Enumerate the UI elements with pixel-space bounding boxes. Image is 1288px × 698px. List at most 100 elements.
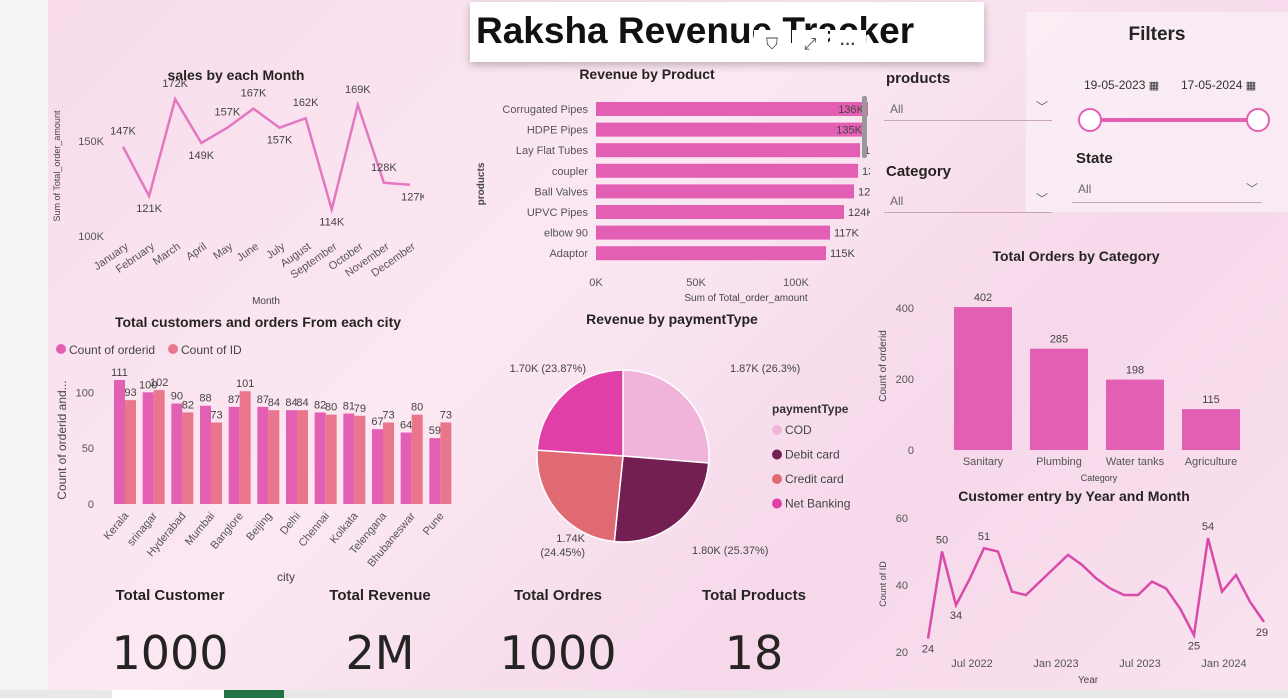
data-label: 88 (199, 393, 211, 405)
customer-entry-chart[interactable]: Customer entry by Year and Month 20 40 60 Co… (874, 484, 1288, 690)
category-value: All (890, 194, 904, 208)
payment-type-chart[interactable]: Revenue by paymentType 1.87K (26.3%) 1.80K… (468, 310, 874, 586)
data-label: 1.87K (26.3%) (730, 363, 800, 375)
kpi-total-customer-value: 1000 (111, 626, 229, 680)
city-customers-orders-chart[interactable]: Total customers and orders From each cit… (48, 310, 468, 586)
bar (239, 391, 251, 504)
date-start-field[interactable]: 19-05-2023 ▦ (1084, 78, 1159, 92)
data-label: 73 (382, 409, 394, 421)
data-label: 59 (429, 425, 441, 437)
orders-by-category-chart[interactable]: Total Orders by Category 0 200 400 Count of … (874, 238, 1288, 484)
bar (343, 413, 355, 504)
data-label: 90 (171, 391, 183, 403)
page-tab-active[interactable] (112, 690, 224, 698)
data-label: 172K (162, 78, 188, 90)
date-start-value: 19-05-2023 (1084, 78, 1146, 92)
data-label: 73 (210, 409, 222, 421)
date-slider-handle-start[interactable] (1078, 108, 1102, 132)
state-label: State (1076, 150, 1113, 167)
bar (440, 422, 452, 504)
bar (596, 225, 830, 240)
data-label: 51 (978, 531, 990, 543)
date-end-field[interactable]: 17-05-2024 ▦ (1181, 78, 1256, 92)
y-axis-title: products (476, 162, 487, 205)
data-label: 147K (110, 126, 136, 138)
data-label: 73 (440, 409, 452, 421)
chart-title: Customer entry by Year and Month (958, 488, 1190, 504)
bar (142, 392, 154, 504)
x-tick-label: May (211, 240, 235, 262)
bar (954, 307, 1012, 450)
data-label: 121K (136, 203, 162, 215)
filter-icon[interactable]: ⛉ (754, 30, 790, 60)
data-label: 1.70K (23.87%) (510, 363, 586, 375)
visual-toolbar: ⛉ ⤢ ··· (754, 30, 866, 60)
calendar-icon[interactable]: ▦ (1245, 80, 1257, 92)
y-tick-label: Adaptor (549, 248, 588, 260)
revenue-by-product-chart[interactable]: Revenue by Product Corrugated Pipes 136K HD… (424, 64, 870, 310)
bar (125, 400, 136, 504)
x-axis-title: Sum of Total_order_amount (684, 293, 807, 304)
state-value: All (1078, 182, 1092, 196)
bar (429, 438, 441, 504)
data-label: 100 (139, 379, 157, 391)
date-slider-handle-end[interactable] (1246, 108, 1270, 132)
data-label: 157K (267, 135, 293, 147)
legend-marker (772, 425, 782, 435)
y-axis-title: Sum of Total_order_amount (52, 110, 62, 221)
legend-marker (168, 344, 178, 354)
y-tick-label: 100 (76, 387, 94, 399)
dashboard-canvas: Raksha Revenue Tracker Filters 19-05-202… (48, 0, 1288, 690)
page-tab-strip (0, 690, 1288, 698)
page-tab-accent[interactable] (224, 690, 284, 698)
data-label: 101 (236, 378, 254, 390)
y-tick-label: 100K (78, 231, 104, 243)
legend-title: paymentType (772, 402, 849, 416)
bar (596, 246, 826, 261)
data-label: 285 (1050, 334, 1068, 346)
date-end-value: 17-05-2024 (1181, 78, 1243, 92)
y-tick-label: 50 (82, 443, 94, 455)
category-dropdown[interactable]: All ﹀ (884, 188, 1052, 213)
bar (383, 422, 394, 504)
bar (372, 429, 383, 504)
scrollbar-thumb (862, 96, 867, 158)
data-label: 93 (124, 387, 136, 399)
products-dropdown[interactable]: All ﹀ (884, 96, 1052, 121)
data-label: 80 (325, 402, 337, 414)
x-tick-label: Pune (421, 510, 447, 537)
chevron-down-icon[interactable]: ﹀ (1245, 182, 1258, 196)
data-label: 84 (285, 397, 297, 409)
data-label: 67 (371, 416, 383, 428)
chevron-down-icon[interactable]: ﹀ (1035, 192, 1048, 206)
calendar-icon[interactable]: ▦ (1148, 80, 1160, 92)
legend-label: COD (785, 423, 812, 437)
chevron-down-icon[interactable]: ﹀ (1035, 100, 1048, 114)
y-tick-label: 200 (896, 374, 914, 386)
filters-title: Filters (1128, 24, 1186, 45)
x-axis-title: Category (1081, 473, 1118, 483)
bar (268, 410, 280, 504)
x-tick-label: Jul 2022 (951, 658, 993, 670)
bar (297, 410, 308, 504)
legend-label: Net Banking (785, 497, 850, 511)
date-slider-track[interactable] (1088, 118, 1258, 122)
data-label: 1.74K (556, 533, 585, 545)
bar (257, 406, 269, 504)
more-options-icon[interactable]: ··· (830, 30, 866, 60)
data-label: 124K (848, 207, 870, 219)
bar (1106, 379, 1164, 450)
bar (314, 412, 326, 504)
kpi-total-orders-value: 1000 (499, 626, 617, 680)
focus-mode-icon[interactable]: ⤢ (792, 30, 828, 60)
data-label: 198 (1126, 365, 1144, 377)
state-dropdown[interactable]: All ﹀ (1072, 178, 1262, 203)
data-label: 82 (182, 399, 194, 411)
data-label: 128K (371, 162, 397, 174)
x-tick-label: 100K (783, 277, 809, 289)
y-tick-label: Corrugated Pipes (502, 104, 588, 116)
y-tick-label: coupler (552, 166, 588, 178)
monthly-sales-chart[interactable]: sales by each Month 100K 150K Sum of Total_… (48, 64, 424, 310)
x-tick-label: Water tanks (1106, 456, 1165, 468)
y-tick-label: Lay Flat Tubes (516, 145, 589, 157)
